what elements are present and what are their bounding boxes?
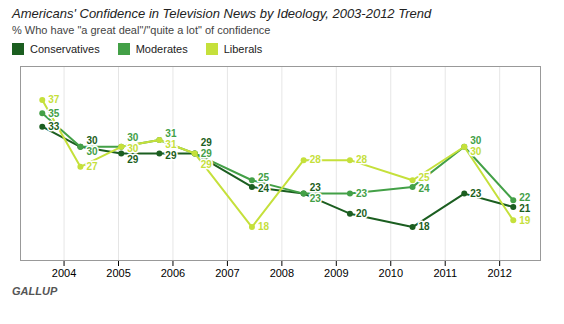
svg-text:25: 25: [258, 172, 270, 183]
svg-text:24: 24: [258, 183, 270, 194]
svg-text:23: 23: [470, 188, 482, 199]
svg-text:23: 23: [356, 188, 368, 199]
svg-text:2009: 2009: [324, 267, 348, 279]
svg-text:29: 29: [201, 137, 213, 148]
svg-text:28: 28: [310, 154, 322, 165]
html-text:Liberals: Liberals: [223, 43, 263, 55]
svg-text:27: 27: [86, 161, 98, 172]
svg-text:35: 35: [48, 108, 60, 119]
svg-text:31: 31: [165, 128, 177, 139]
svg-text:2006: 2006: [161, 267, 185, 279]
svg-text:2011: 2011: [433, 267, 457, 279]
svg-text:18: 18: [419, 221, 431, 232]
svg-text:20: 20: [356, 208, 368, 219]
svg-text:29: 29: [201, 159, 213, 170]
svg-text:2010: 2010: [379, 267, 403, 279]
svg-text:33: 33: [48, 121, 60, 132]
svg-text:30: 30: [470, 146, 482, 157]
svg-text:2012: 2012: [487, 267, 511, 279]
svg-text:23: 23: [310, 182, 322, 193]
svg-text:30: 30: [470, 135, 482, 146]
svg-text:22: 22: [519, 192, 531, 203]
svg-text:2007: 2007: [215, 267, 239, 279]
svg-text:30: 30: [86, 135, 98, 146]
html-text:GALLUP: GALLUP: [12, 285, 58, 297]
svg-text:21: 21: [519, 203, 531, 214]
svg-text:30: 30: [127, 132, 139, 143]
svg-text:31: 31: [165, 139, 177, 150]
svg-text:29: 29: [127, 154, 139, 165]
svg-text:18: 18: [258, 221, 270, 232]
svg-text:29: 29: [201, 148, 213, 159]
svg-text:23: 23: [310, 193, 322, 204]
svg-text:2008: 2008: [270, 267, 294, 279]
svg-text:25: 25: [419, 172, 431, 183]
svg-text:28: 28: [356, 154, 368, 165]
html-text:Americans' Confidence in Telev: Americans' Confidence in Television News…: [12, 6, 432, 21]
svg-text:37: 37: [48, 94, 60, 105]
svg-text:29: 29: [165, 150, 177, 161]
svg-text:24: 24: [419, 183, 431, 194]
svg-text:30: 30: [127, 143, 139, 154]
svg-text:2005: 2005: [106, 267, 130, 279]
svg-text:2004: 2004: [52, 267, 76, 279]
html-text:Conservatives: Conservatives: [30, 43, 100, 55]
html-text:Moderates: Moderates: [135, 43, 188, 55]
html-text:% Who have "a great deal"/"qui: % Who have "a great deal"/"quite a lot" …: [12, 24, 271, 36]
svg-text:30: 30: [86, 146, 98, 157]
svg-text:19: 19: [519, 215, 531, 226]
